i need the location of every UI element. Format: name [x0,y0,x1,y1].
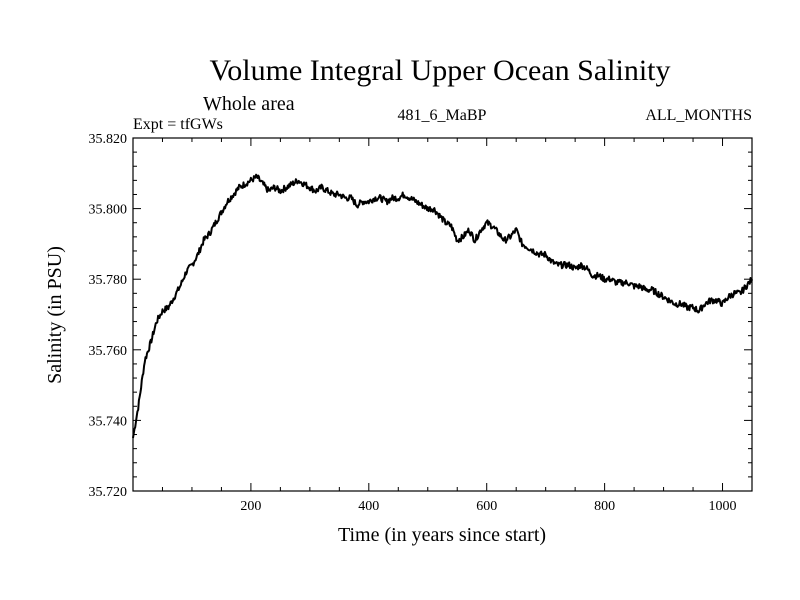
plot-frame [132,137,753,492]
x-tick-label: 600 [476,499,497,514]
y-tick-label: 35.740 [89,414,128,429]
x-tick-label: 1000 [709,499,737,514]
y-axis-label: Salinity (in PSU) [44,246,66,384]
y-tick-label: 35.760 [89,344,128,359]
salinity-series-line [132,173,753,439]
chart-subtitle: Whole area [203,93,295,115]
y-tick-label: 35.780 [89,273,128,288]
experiment-label: Expt = tfGWs [133,116,223,133]
x-tick-label: 200 [240,499,261,514]
run-id-label: 481_6_MaBP [398,107,487,124]
x-axis-label: Time (in years since start) [338,524,546,546]
y-tick-label: 35.800 [89,203,128,218]
y-tick-label: 35.720 [89,485,128,500]
chart-title: Volume Integral Upper Ocean Salinity [210,54,671,87]
x-tick-label: 400 [358,499,379,514]
y-tick-label: 35.820 [89,132,128,147]
x-tick-label: 800 [594,499,615,514]
months-label: ALL_MONTHS [645,107,752,124]
